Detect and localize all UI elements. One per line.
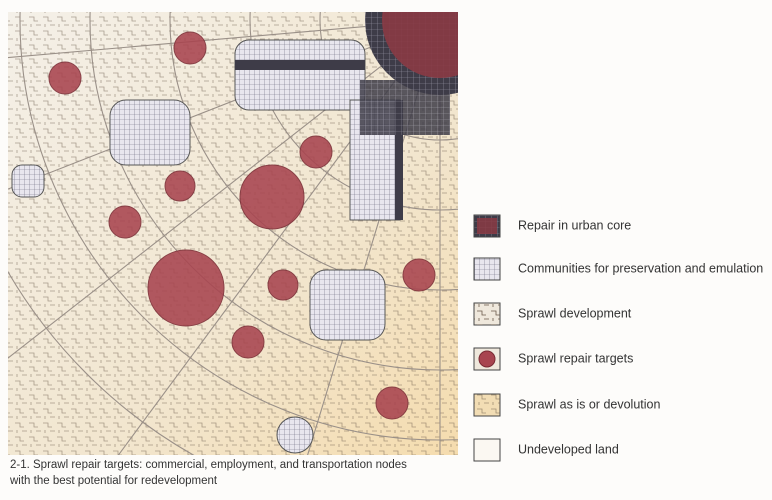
legend-label: Sprawl development — [518, 306, 632, 320]
legend-label: Communities for preservation and emulati… — [518, 261, 763, 275]
legend-label: Undeveloped land — [518, 442, 619, 456]
caption-line: with the best potential for redevelopmen… — [9, 475, 218, 487]
legend-label: Sprawl repair targets — [518, 351, 633, 365]
caption-line: 2-1. Sprawl repair targets: commercial, … — [10, 459, 407, 471]
legend — [473, 214, 501, 462]
legend-label: Sprawl as is or devolution — [518, 397, 660, 411]
legend-label: Repair in urban core — [518, 218, 631, 232]
